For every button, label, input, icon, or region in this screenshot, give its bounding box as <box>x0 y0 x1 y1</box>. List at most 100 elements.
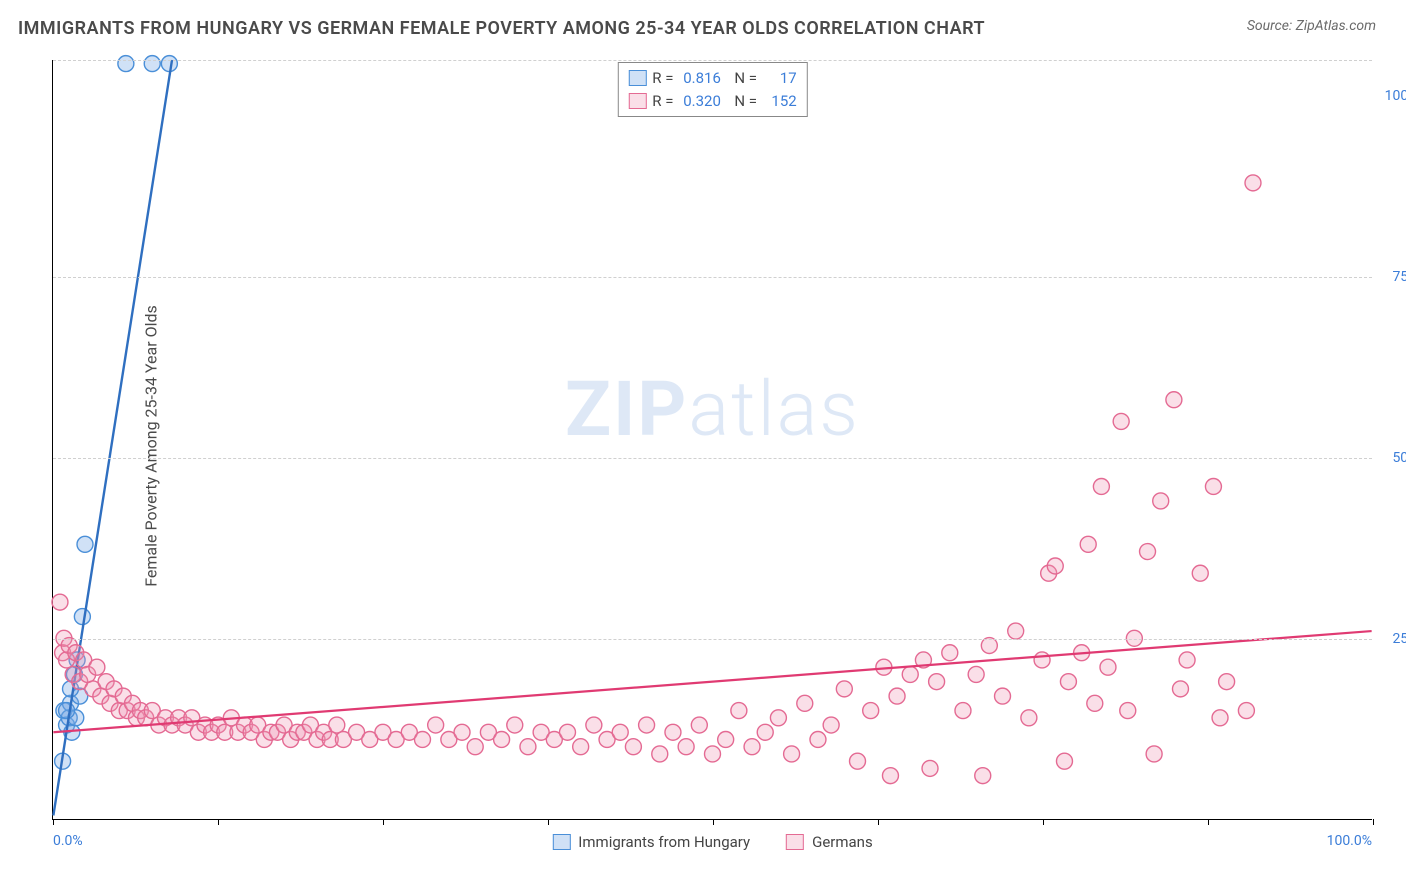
data-point <box>1212 710 1228 726</box>
data-point <box>428 717 444 733</box>
data-point <box>1179 652 1195 668</box>
data-point <box>889 688 905 704</box>
y-tick-label: 25.0% <box>1392 631 1406 647</box>
data-point <box>1021 710 1037 726</box>
data-point <box>942 645 958 661</box>
data-point <box>89 659 105 675</box>
data-point <box>1146 746 1162 762</box>
data-point <box>586 717 602 733</box>
data-point <box>454 724 470 740</box>
data-point <box>467 739 483 755</box>
data-point <box>1008 623 1024 639</box>
data-point <box>744 739 760 755</box>
gridline <box>53 458 1372 459</box>
source-label: Source: ZipAtlas.com <box>1247 18 1376 34</box>
legend-swatch <box>786 834 804 850</box>
data-point <box>823 717 839 733</box>
legend-item: Immigrants from Hungary <box>552 833 750 851</box>
data-point <box>612 724 628 740</box>
data-point <box>1093 478 1109 494</box>
legend-item: Germans <box>786 833 873 851</box>
x-tick-label: 100.0% <box>1327 833 1372 849</box>
data-point <box>1100 659 1116 675</box>
data-point <box>929 674 945 690</box>
x-tick <box>1043 819 1044 825</box>
x-tick <box>1373 819 1374 825</box>
gridline <box>53 277 1372 278</box>
y-tick-label: 100.0% <box>1385 88 1406 104</box>
data-point <box>1080 536 1096 552</box>
data-point <box>797 695 813 711</box>
data-point <box>118 56 134 72</box>
data-point <box>882 768 898 784</box>
data-point <box>1245 175 1261 191</box>
data-point <box>705 746 721 762</box>
x-tick <box>713 819 714 825</box>
chart-title: IMMIGRANTS FROM HUNGARY VS GERMAN FEMALE… <box>18 18 985 39</box>
data-point <box>573 739 589 755</box>
data-point <box>968 666 984 682</box>
y-tick-label: 50.0% <box>1392 450 1406 466</box>
x-tick <box>383 819 384 825</box>
x-tick-label: 0.0% <box>53 833 83 849</box>
legend-item-label: Immigrants from Hungary <box>578 833 750 851</box>
scatter-svg <box>53 60 1372 819</box>
data-point <box>414 731 430 747</box>
data-point <box>507 717 523 733</box>
data-point <box>678 739 694 755</box>
data-point <box>955 703 971 719</box>
data-point <box>625 739 641 755</box>
data-point <box>59 703 75 719</box>
data-point <box>639 717 655 733</box>
data-point <box>1060 674 1076 690</box>
data-point <box>560 724 576 740</box>
data-point <box>652 746 668 762</box>
data-point <box>1034 652 1050 668</box>
data-point <box>902 666 918 682</box>
data-point <box>863 703 879 719</box>
data-point <box>691 717 707 733</box>
data-point <box>1172 681 1188 697</box>
data-point <box>995 688 1011 704</box>
plot-area: ZIPatlas R = 0.816 N = 17R = 0.320 N = 1… <box>52 60 1372 820</box>
data-point <box>810 731 826 747</box>
data-point <box>144 56 160 72</box>
data-point <box>718 731 734 747</box>
x-tick <box>53 819 54 825</box>
data-point <box>52 594 68 610</box>
y-tick-label: 75.0% <box>1392 269 1406 285</box>
data-point <box>1140 544 1156 560</box>
data-point <box>975 768 991 784</box>
data-point <box>520 739 536 755</box>
data-point <box>1056 753 1072 769</box>
x-tick <box>878 819 879 825</box>
data-point <box>1047 558 1063 574</box>
data-point <box>329 717 345 733</box>
x-tick <box>218 819 219 825</box>
data-point <box>757 724 773 740</box>
data-point <box>1219 674 1235 690</box>
data-point <box>1113 413 1129 429</box>
gridline <box>53 60 1372 61</box>
data-point <box>784 746 800 762</box>
data-point <box>494 731 510 747</box>
legend-swatch <box>552 834 570 850</box>
data-point <box>1205 478 1221 494</box>
data-point <box>74 609 90 625</box>
data-point <box>836 681 852 697</box>
data-point <box>1238 703 1254 719</box>
data-point <box>922 760 938 776</box>
data-point <box>850 753 866 769</box>
data-point <box>1192 565 1208 581</box>
data-point <box>77 536 93 552</box>
gridline <box>53 639 1372 640</box>
data-point <box>1166 392 1182 408</box>
data-point <box>1087 695 1103 711</box>
x-tick <box>548 819 549 825</box>
data-point <box>1120 703 1136 719</box>
data-point <box>1153 493 1169 509</box>
series-legend: Immigrants from Hungary Germans <box>552 833 872 851</box>
data-point <box>731 703 747 719</box>
legend-item-label: Germans <box>812 833 873 851</box>
data-point <box>665 724 681 740</box>
